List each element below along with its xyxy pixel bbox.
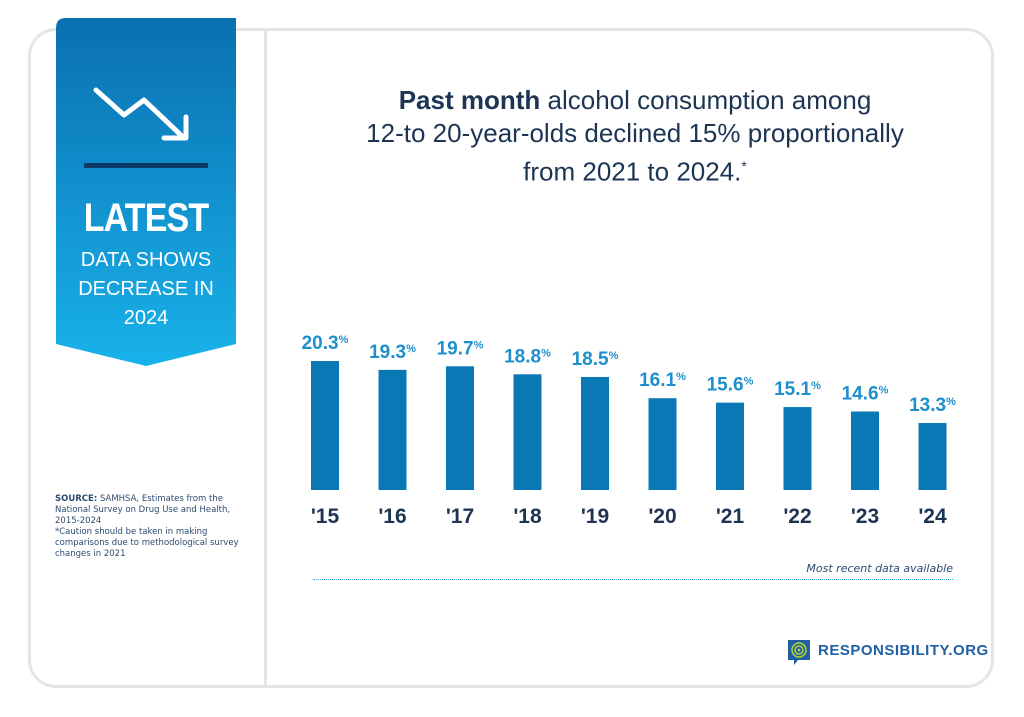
x-tick-label: '24 — [918, 505, 947, 528]
x-tick-label: '16 — [378, 505, 406, 528]
data-label: 15.1% — [774, 379, 821, 400]
x-tick-label: '17 — [446, 505, 474, 528]
bar — [851, 411, 879, 490]
data-label: 20.3% — [302, 333, 349, 354]
x-tick-label: '18 — [513, 505, 542, 528]
data-label: 18.5% — [572, 349, 619, 370]
source-text: SAMHSA, Estimates from the National Surv… — [55, 494, 231, 526]
x-tick-label: '20 — [648, 505, 676, 528]
bar — [783, 407, 812, 490]
bar — [716, 402, 744, 490]
brand-name[interactable]: RESPONSIBILITY.ORG — [818, 642, 989, 659]
x-tick-label: '23 — [851, 505, 879, 528]
ribbon-title: LATEST — [83, 196, 209, 240]
x-tick-label: '22 — [783, 505, 811, 528]
source-note: SOURCE: SAMHSA, Estimates from the Natio… — [55, 494, 255, 527]
bar — [648, 398, 677, 490]
data-label: 19.3% — [369, 342, 416, 363]
headline-bold: Past month — [398, 85, 541, 115]
bar — [513, 374, 542, 490]
source-label: SOURCE: — [55, 494, 98, 504]
card-frame — [28, 28, 994, 688]
data-label: 13.3% — [909, 395, 956, 416]
ribbon-line: DECREASE IN — [78, 278, 214, 300]
data-label: 16.1% — [639, 370, 686, 391]
x-tick-label: '21 — [716, 505, 745, 528]
dotted-rule — [313, 579, 953, 580]
bar — [378, 369, 407, 490]
data-label: 15.6% — [707, 375, 754, 396]
x-tick-label: '15 — [311, 505, 340, 528]
recent-data-note: Most recent data available — [806, 562, 953, 575]
divider — [264, 30, 267, 686]
caution-note: *Caution should be taken in making compa… — [55, 527, 239, 559]
x-tick-label: '19 — [581, 505, 609, 528]
headline: Past month alcohol consumption among 12-… — [290, 84, 980, 189]
bar — [311, 360, 339, 490]
target-speech-bubble-logo — [788, 640, 810, 665]
ribbon-shape — [56, 18, 236, 366]
data-label: 18.8% — [504, 346, 551, 367]
bar — [581, 376, 609, 490]
ribbon-line: DATA SHOWS — [80, 249, 212, 271]
data-label: 19.7% — [437, 338, 484, 359]
ribbon-line: 2024 — [123, 307, 169, 329]
bar — [918, 423, 947, 490]
trend-down-arrow-icon — [93, 87, 189, 141]
latest-ribbon: LATEST DATA SHOWS DECREASE IN 2024 — [56, 18, 236, 366]
headline-line3: from 2021 to 2024. — [523, 156, 742, 187]
headline-line2: 12-to 20-year-olds declined 15% proporti… — [366, 118, 904, 148]
headline-asterisk: * — [741, 158, 747, 174]
ribbon-subtitle: DATA SHOWS DECREASE IN 2024 — [56, 246, 236, 333]
data-label: 14.6% — [842, 384, 889, 405]
headline-line1: alcohol consumption among — [540, 85, 872, 115]
bar — [446, 366, 474, 490]
